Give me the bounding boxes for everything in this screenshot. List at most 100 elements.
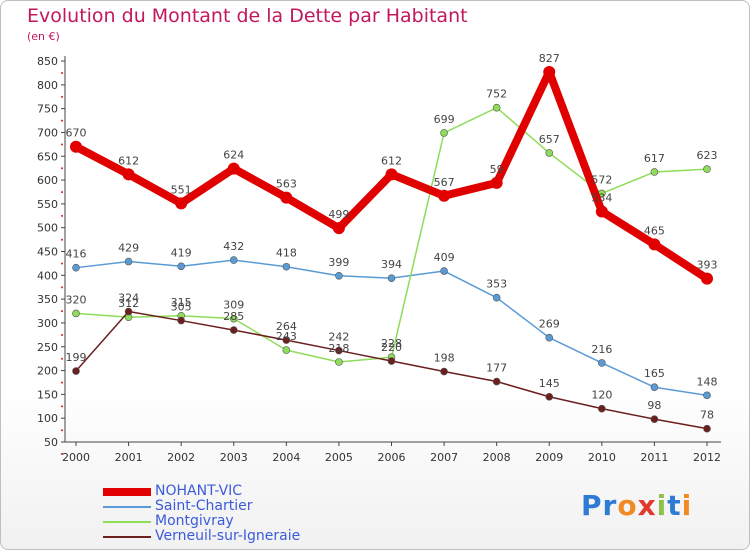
- data-label-verneuil-sur-igneraie: 198: [434, 352, 455, 365]
- data-label-saint-chartier: 353: [486, 278, 507, 291]
- series-line-verneuil-sur-igneraie: [75, 310, 708, 430]
- data-point-nohant-vic: [490, 176, 503, 189]
- y-tick-label: 550: [37, 198, 58, 211]
- minor-tick-dot: [61, 143, 63, 146]
- data-label-saint-chartier: 216: [591, 343, 612, 356]
- data-label-saint-chartier: 432: [223, 240, 244, 253]
- data-label-nohant-vic: 59: [490, 163, 504, 176]
- legend-swatch: [103, 488, 151, 496]
- logo-letter: x: [637, 489, 657, 522]
- logo-letter: t: [667, 489, 682, 522]
- data-point-verneuil-sur-igneraie: [387, 357, 396, 365]
- minor-tick-dot: [61, 381, 63, 384]
- data-label-saint-chartier: 418: [276, 247, 297, 260]
- data-label-nohant-vic: 563: [276, 178, 297, 191]
- y-tick-label: 600: [37, 174, 58, 187]
- data-point-nohant-vic: [701, 272, 713, 285]
- data-label-montgivray: 752: [486, 88, 507, 101]
- data-point-verneuil-sur-igneraie: [282, 336, 291, 344]
- data-point-montgivray: [72, 309, 80, 318]
- data-label-montgivray: 243: [276, 330, 297, 343]
- data-label-nohant-vic: 827: [539, 52, 560, 65]
- y-tick-label: 700: [37, 126, 58, 139]
- data-label-montgivray: 312: [118, 297, 139, 310]
- legend-swatch: [103, 536, 151, 538]
- data-point-saint-chartier: [440, 267, 448, 275]
- data-label-verneuil-sur-igneraie: 78: [700, 409, 714, 422]
- y-tick-label: 800: [37, 79, 58, 92]
- data-point-montgivray: [229, 314, 238, 323]
- minor-tick-dot: [61, 429, 63, 432]
- data-label-verneuil-sur-igneraie: 120: [591, 389, 612, 402]
- data-point-saint-chartier: [650, 383, 659, 392]
- x-tick-label: 2005: [325, 451, 353, 464]
- data-point-saint-chartier: [703, 391, 711, 400]
- data-point-montgivray: [335, 358, 343, 366]
- legend-item-nohant-vic: NOHANT-VIC: [103, 483, 363, 500]
- data-label-nohant-vic: 551: [171, 183, 192, 196]
- data-label-nohant-vic: 499: [328, 208, 349, 221]
- data-label-saint-chartier: 148: [697, 375, 718, 388]
- data-point-nohant-vic: [648, 238, 661, 251]
- x-tick-label: 2002: [167, 451, 195, 464]
- minor-tick-dot: [61, 357, 63, 360]
- data-label-montgivray: 617: [644, 152, 665, 165]
- y-tick-label: 350: [37, 293, 58, 306]
- data-label-verneuil-sur-igneraie: 98: [647, 399, 661, 412]
- data-point-saint-chartier: [124, 257, 133, 266]
- data-point-saint-chartier: [387, 274, 396, 282]
- data-label-montgivray: 228: [381, 337, 402, 350]
- y-tick-label: 150: [37, 388, 58, 401]
- data-label-montgivray: 315: [171, 296, 192, 309]
- data-label-montgivray: 309: [223, 299, 244, 312]
- data-label-nohant-vic: 534: [591, 191, 612, 204]
- data-label-verneuil-sur-igneraie: 242: [328, 331, 349, 344]
- chart-subtitle: (en €): [27, 30, 60, 43]
- y-tick-label: 850: [37, 55, 58, 68]
- legend-label: Verneuil-sur-Igneraie: [155, 528, 301, 544]
- data-label-saint-chartier: 269: [539, 318, 560, 331]
- x-tick-label: 2008: [483, 451, 511, 464]
- legend-label: Saint-Chartier: [155, 498, 253, 514]
- data-label-saint-chartier: 419: [171, 246, 192, 259]
- data-point-verneuil-sur-igneraie: [72, 367, 80, 375]
- series-line-montgivray: [75, 106, 708, 363]
- y-tick-label: 400: [37, 269, 58, 282]
- y-tick-label: 750: [37, 103, 58, 116]
- data-point-nohant-vic: [175, 197, 188, 210]
- data-label-nohant-vic: 612: [118, 154, 139, 167]
- data-label-nohant-vic: 612: [381, 154, 402, 167]
- x-tick-label: 2010: [588, 451, 616, 464]
- legend-swatch: [103, 521, 151, 523]
- data-point-montgivray: [703, 165, 711, 173]
- legend-swatch: [103, 506, 151, 508]
- legend-item-saint-chartier: Saint-Chartier: [103, 498, 363, 515]
- x-tick-label: 2004: [272, 451, 300, 464]
- legend-item-montgivray: Montgivray: [103, 513, 363, 530]
- data-point-verneuil-sur-igneraie: [229, 326, 238, 334]
- data-point-saint-chartier: [229, 256, 238, 264]
- data-label-nohant-vic: 670: [66, 127, 87, 140]
- data-point-verneuil-sur-igneraie: [177, 316, 185, 325]
- legend-label: Montgivray: [155, 513, 234, 529]
- minor-tick-dot: [61, 72, 63, 74]
- data-point-verneuil-sur-igneraie: [703, 424, 711, 433]
- minor-tick-dot: [61, 286, 63, 289]
- y-tick-label: 650: [37, 150, 58, 163]
- chart-title: Evolution du Montant de la Dette par Hab…: [27, 5, 468, 27]
- legend-label: NOHANT-VIC: [155, 483, 243, 499]
- minor-tick-dot: [61, 310, 63, 313]
- data-point-saint-chartier: [72, 263, 80, 272]
- x-tick-label: 2009: [535, 451, 563, 464]
- minor-tick-dot: [61, 191, 63, 194]
- data-point-nohant-vic: [227, 162, 240, 175]
- data-label-verneuil-sur-igneraie: 285: [223, 310, 244, 323]
- data-label-verneuil-sur-igneraie: 264: [276, 320, 297, 333]
- data-point-saint-chartier: [492, 293, 501, 302]
- x-tick-label: 2007: [430, 451, 458, 464]
- minor-tick-dot: [61, 453, 63, 455]
- y-tick-label: 250: [37, 341, 58, 354]
- axes: 50 100 150 200 250 300 350 400 450 500 550 600 650 70…: [37, 55, 721, 464]
- data-point-saint-chartier: [335, 271, 343, 280]
